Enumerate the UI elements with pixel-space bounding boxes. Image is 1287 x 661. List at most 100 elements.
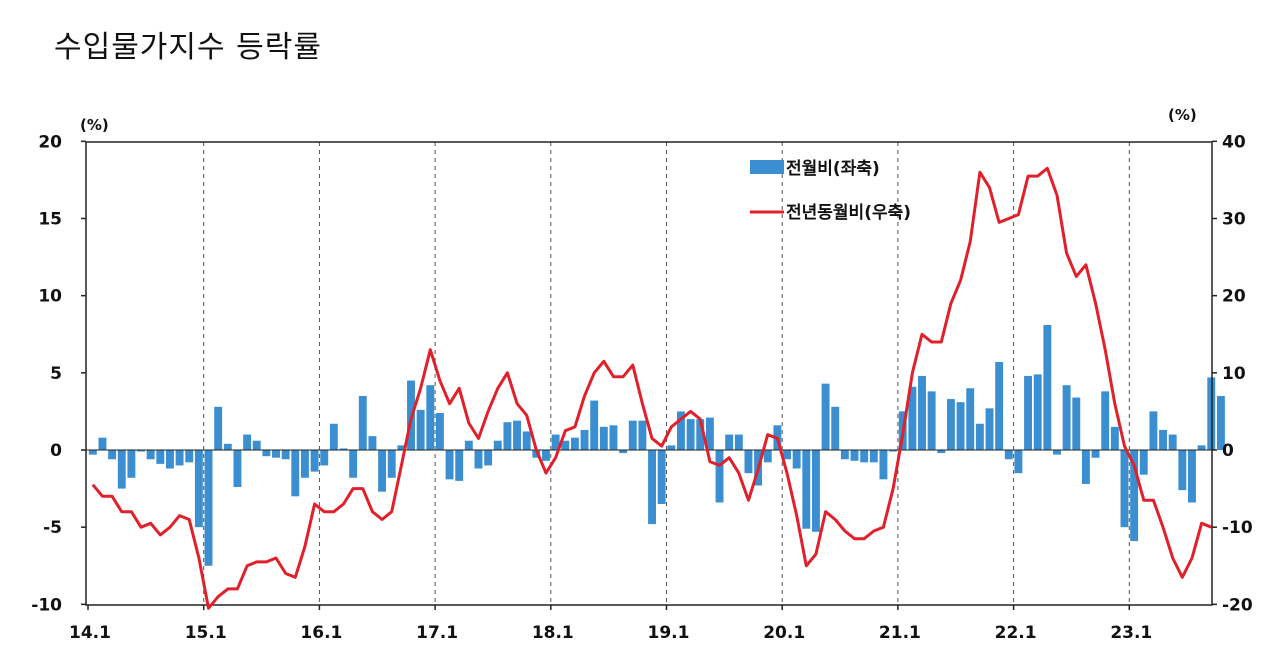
bar — [667, 445, 676, 450]
bar — [715, 450, 724, 503]
legend: 전월비(좌축) 전년동월비(우축) — [750, 159, 911, 223]
bar — [300, 450, 309, 478]
bar — [474, 450, 483, 469]
bar — [609, 425, 618, 450]
bar — [1091, 450, 1100, 458]
bar — [1178, 450, 1187, 491]
bar — [763, 450, 772, 463]
bar — [272, 450, 280, 458]
x-tick-label: 19.1 — [648, 623, 690, 643]
bar — [1072, 397, 1081, 450]
right-tick-label: 20 — [1222, 287, 1246, 307]
bar — [850, 450, 859, 461]
bar — [918, 375, 926, 450]
bar — [426, 385, 435, 450]
left-tick-label: 10 — [38, 287, 62, 307]
bar — [561, 440, 570, 450]
line-yoy — [91, 166, 1212, 610]
bar — [455, 450, 464, 481]
x-tick-label: 16.1 — [300, 623, 342, 643]
bar — [349, 450, 358, 478]
bar — [233, 450, 242, 488]
bar — [88, 450, 97, 455]
bar — [570, 437, 579, 450]
left-tick-label: 15 — [38, 210, 62, 230]
x-tick-label: 22.1 — [995, 623, 1037, 643]
bar — [889, 450, 898, 452]
bar — [156, 450, 165, 464]
bar — [243, 434, 252, 450]
bar — [281, 450, 290, 460]
bar — [686, 419, 695, 450]
bar — [194, 450, 203, 528]
bar — [734, 434, 743, 450]
tick-labels: 20 15 10 5 0 -5 -10 40 30 20 10 0 -10 -20 (%) (%) 14.1 15… — [31, 106, 1253, 643]
axes — [81, 140, 1217, 610]
bar — [291, 450, 300, 497]
bar — [744, 450, 753, 474]
bar — [937, 450, 946, 454]
right-tick-label: 30 — [1222, 210, 1246, 230]
bar — [1033, 374, 1042, 450]
bar — [493, 440, 502, 450]
bar — [435, 412, 444, 450]
right-axis-unit: (%) — [1168, 106, 1197, 124]
bar — [137, 450, 145, 452]
bar — [204, 450, 213, 566]
bar — [252, 440, 261, 450]
bar — [146, 450, 155, 460]
bar — [378, 450, 387, 492]
bar — [1062, 385, 1071, 450]
right-tick-label: 0 — [1222, 441, 1234, 461]
bar — [725, 434, 734, 450]
bar — [223, 443, 232, 450]
bar — [590, 400, 599, 450]
bar — [619, 450, 628, 454]
bar — [860, 450, 869, 463]
bar — [1081, 450, 1090, 484]
bar — [166, 450, 174, 469]
bar — [811, 450, 820, 532]
bar — [908, 386, 917, 450]
bar — [927, 391, 936, 450]
bar — [98, 437, 107, 450]
bar — [185, 450, 194, 463]
bar — [638, 420, 647, 450]
bar — [117, 450, 126, 489]
bar — [1149, 411, 1158, 450]
bar-series — [88, 324, 1225, 566]
bar — [1197, 445, 1206, 450]
chart-title: 수입물가지수 등락률 — [54, 30, 322, 65]
bar — [840, 450, 849, 460]
bar — [677, 411, 685, 450]
left-tick-label: -10 — [31, 595, 62, 615]
bar — [1053, 450, 1061, 455]
bar — [831, 406, 840, 450]
bar — [368, 436, 377, 450]
bar — [580, 429, 589, 450]
x-tick-label: 17.1 — [416, 623, 458, 643]
x-tick-label: 21.1 — [879, 623, 921, 643]
bar — [513, 420, 522, 450]
legend-line-label: 전년동월비(우축) — [786, 203, 911, 223]
bar — [542, 450, 550, 461]
bar — [445, 450, 454, 480]
bar — [879, 450, 888, 480]
bar — [1024, 375, 1033, 450]
bar — [464, 440, 473, 450]
bar — [995, 362, 1004, 450]
plot-frame — [85, 141, 1213, 606]
line-series — [91, 166, 1212, 610]
bar — [1188, 450, 1196, 503]
bar — [339, 448, 348, 450]
bar — [1004, 450, 1013, 460]
grid-lines — [203, 142, 1130, 605]
left-tick-label: -5 — [43, 518, 62, 538]
bar — [966, 388, 975, 450]
bar — [985, 408, 994, 450]
right-tick-label: 10 — [1222, 364, 1246, 384]
bar — [1014, 450, 1023, 474]
x-tick-label: 20.1 — [763, 623, 805, 643]
bar — [320, 450, 329, 466]
bar — [551, 434, 560, 450]
